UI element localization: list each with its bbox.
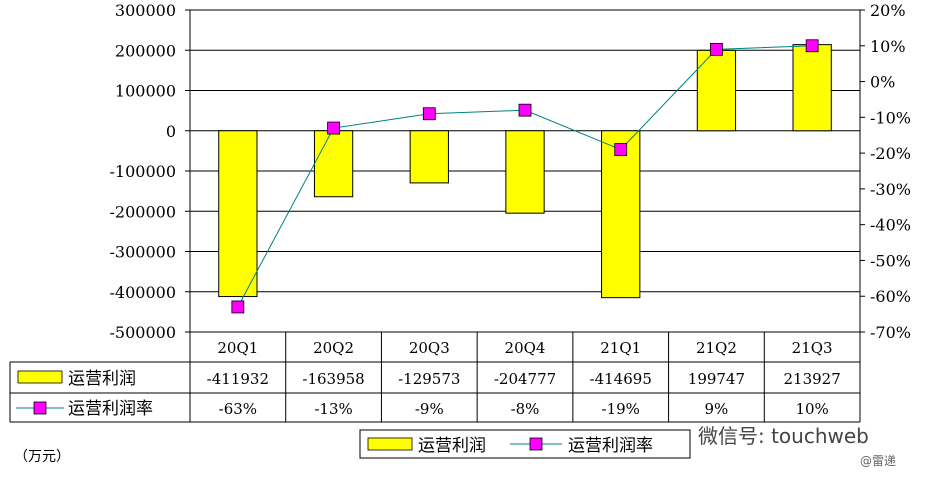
unit-label: （万元） bbox=[14, 449, 70, 465]
bar-21Q3 bbox=[792, 44, 832, 132]
line-series-operating-margin bbox=[231, 39, 819, 314]
bar-value-label: -129573 bbox=[398, 370, 460, 388]
category-label: 21Q3 bbox=[792, 339, 833, 357]
watermark: 微信号: touchweb bbox=[698, 424, 869, 448]
watermark-sub: @雷递 bbox=[860, 454, 897, 468]
y-left-tick-label: 200000 bbox=[115, 41, 176, 60]
y-right-tick-label: -70% bbox=[870, 323, 911, 342]
marker-20Q2 bbox=[327, 121, 340, 135]
y-right-tick-label: -10% bbox=[870, 108, 911, 127]
y-right-tick-label: -60% bbox=[870, 287, 911, 306]
line-value-label: -8% bbox=[511, 400, 540, 418]
marker-20Q3 bbox=[422, 107, 436, 121]
category-label: 20Q2 bbox=[313, 339, 354, 357]
y-right-tick-label: -30% bbox=[870, 180, 911, 199]
y-left-tick-label: -400000 bbox=[110, 283, 176, 302]
marker-21Q3 bbox=[805, 39, 819, 53]
category-label: 20Q1 bbox=[217, 339, 258, 357]
y-axis-right: 20% 10% 0% -10% -20% -30% -40% -50% -60% -70% bbox=[860, 1, 911, 342]
bar-21Q1 bbox=[601, 130, 641, 299]
y-left-tick-label: -300000 bbox=[110, 243, 176, 262]
y-right-tick-label: 20% bbox=[870, 1, 906, 20]
y-right-tick-label: 0% bbox=[870, 73, 895, 92]
category-label: 20Q3 bbox=[409, 339, 450, 357]
legend-label-bar: 运营利润 bbox=[418, 436, 486, 456]
line-value-label: -63% bbox=[219, 400, 257, 418]
bar-value-label: -163958 bbox=[302, 370, 364, 388]
marker-21Q1 bbox=[614, 143, 628, 156]
bar-21Q2 bbox=[696, 49, 737, 132]
marker-20Q4 bbox=[518, 103, 532, 117]
legend-key-marker bbox=[529, 437, 543, 451]
row-key-bar bbox=[17, 370, 63, 384]
row-label-bar: 运营利润 bbox=[68, 369, 136, 389]
y-right-tick-label: -50% bbox=[870, 251, 911, 270]
y-left-tick-label: -100000 bbox=[110, 162, 176, 181]
bar-series-operating-profit bbox=[218, 44, 832, 299]
bar-value-label: -411932 bbox=[207, 370, 269, 388]
y-axis-left: 300000 200000 100000 0 -100000 -200000 -300000… bbox=[110, 1, 190, 342]
marker-21Q2 bbox=[710, 42, 723, 56]
y-right-tick-label: 10% bbox=[870, 37, 906, 56]
bar-value-label: 199747 bbox=[688, 370, 745, 388]
legend: 运营利润 运营利润率 bbox=[359, 429, 691, 459]
row-label-line: 运营利润率 bbox=[68, 399, 153, 419]
bar-20Q1 bbox=[218, 130, 258, 298]
y-left-tick-label: 100000 bbox=[115, 82, 176, 101]
y-left-tick-label: 300000 bbox=[115, 1, 176, 20]
data-table: 20Q1 -411932 -63% 20Q2 -163958 -13% 20Q3 -12957… bbox=[9, 332, 861, 423]
line-value-label: 9% bbox=[705, 400, 729, 418]
bar-20Q2 bbox=[313, 130, 354, 198]
y-right-tick-label: -40% bbox=[870, 216, 911, 235]
legend-key-bar bbox=[367, 437, 413, 451]
bar-20Q3 bbox=[409, 130, 449, 184]
line-value-label: 10% bbox=[795, 400, 828, 418]
bar-value-label: -414695 bbox=[590, 370, 652, 388]
y-left-tick-label: -500000 bbox=[110, 323, 176, 342]
y-right-tick-label: -20% bbox=[870, 144, 911, 163]
marker-20Q1 bbox=[231, 300, 245, 314]
bar-20Q4 bbox=[505, 130, 545, 214]
legend-label-line: 运营利润率 bbox=[568, 436, 653, 456]
line-value-label: -19% bbox=[602, 400, 640, 418]
category-label: 21Q1 bbox=[600, 339, 641, 357]
y-left-tick-label: -200000 bbox=[110, 202, 176, 221]
row-key-marker bbox=[33, 401, 47, 415]
bar-value-label: 213927 bbox=[784, 370, 841, 388]
line-value-label: -9% bbox=[415, 400, 444, 418]
category-label: 20Q4 bbox=[505, 339, 546, 357]
category-label: 21Q2 bbox=[696, 339, 737, 357]
y-left-tick-label: 0 bbox=[166, 122, 176, 141]
line-value-label: -13% bbox=[314, 400, 352, 418]
bar-value-label: -204777 bbox=[494, 370, 556, 388]
